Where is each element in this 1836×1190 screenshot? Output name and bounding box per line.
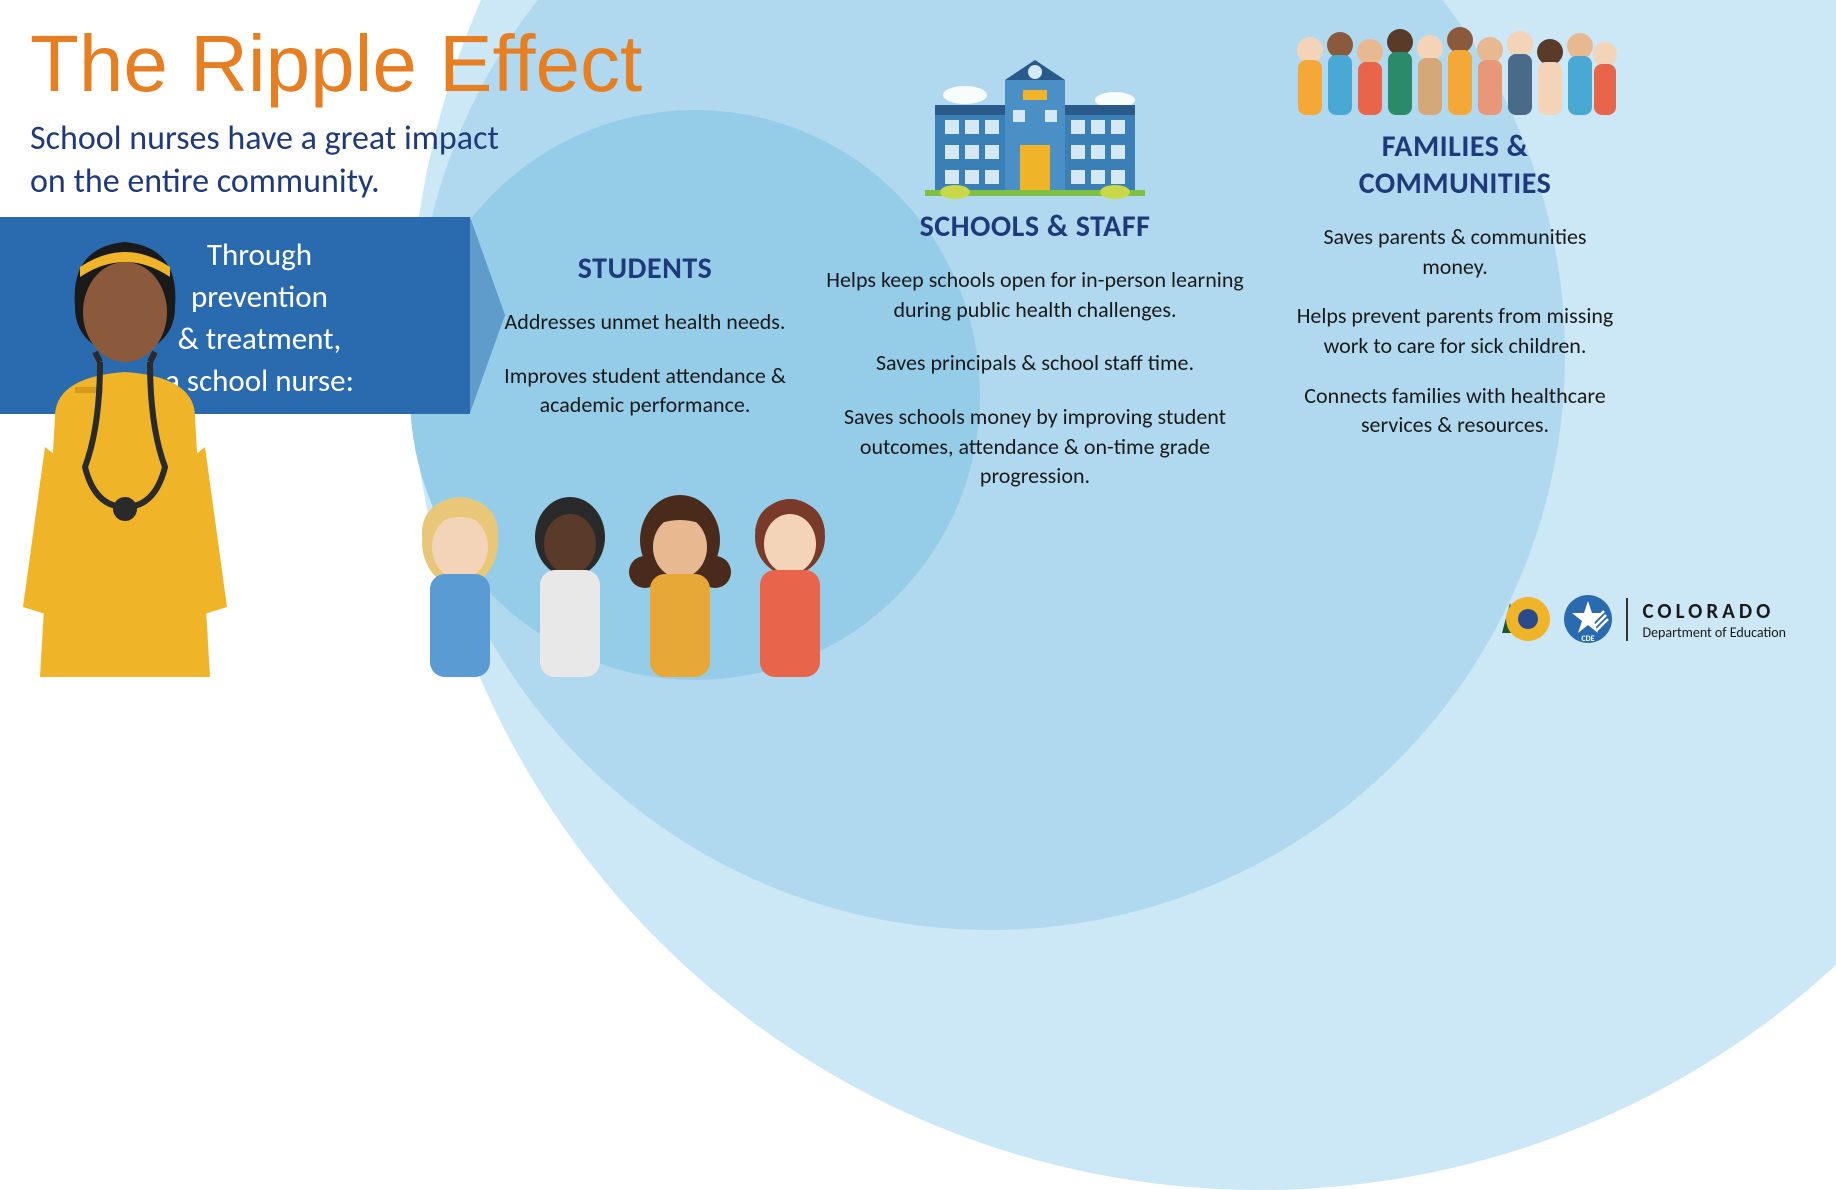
section-item: Saves parents & communities money. (1290, 222, 1620, 281)
section-item: Improves student attendance & academic p… (500, 361, 790, 420)
section-title-schools: SCHOOLS & STAFF (820, 208, 1250, 245)
section-item: Addresses unmet health needs. (500, 307, 790, 337)
cde-badge-icon: CDE (1562, 593, 1614, 645)
school-building-icon (905, 50, 1165, 200)
colorado-seal-icon (1498, 593, 1550, 645)
community-people-icon (1280, 20, 1630, 120)
section-item: Helps prevent parents from missing work … (1290, 301, 1620, 360)
section-item: Helps keep schools open for in-person le… (820, 265, 1250, 324)
section-item: Saves principals & school staff time. (820, 348, 1250, 378)
section-title-students: STUDENTS (500, 250, 790, 287)
students-illustration (390, 482, 850, 677)
logo-dept: Department of Education (1642, 624, 1786, 641)
page-subtitle: School nurses have a great impact on the… (30, 118, 499, 203)
cde-logo: CDE COLORADO Department of Education (1498, 593, 1786, 645)
section-title-families: FAMILIES & COMMUNITIES (1290, 128, 1620, 202)
section-item: Saves schools money by improving student… (820, 402, 1250, 491)
page-title: The Ripple Effect (30, 18, 642, 110)
section-schools: SCHOOLS & STAFF Helps keep schools open … (820, 208, 1250, 515)
section-families: FAMILIES & COMMUNITIES Saves parents & c… (1290, 128, 1620, 460)
section-students: STUDENTS Addresses unmet health needs. I… (500, 250, 790, 444)
logo-text: COLORADO Department of Education (1626, 598, 1786, 641)
nurse-illustration (15, 227, 235, 677)
logo-state: COLORADO (1642, 598, 1786, 624)
section-item: Connects families with healthcare servic… (1290, 381, 1620, 440)
svg-text:CDE: CDE (1582, 634, 1595, 644)
